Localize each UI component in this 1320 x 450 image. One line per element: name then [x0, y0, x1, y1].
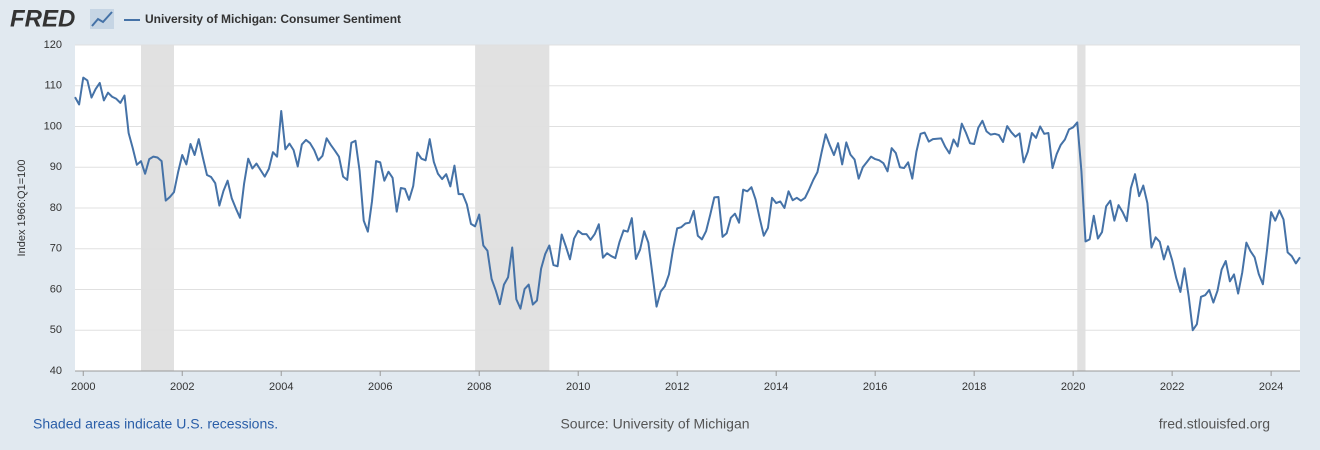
legend-label: University of Michigan: Consumer Sentime…	[145, 12, 401, 26]
x-tick-label: 2006	[368, 381, 392, 393]
x-tick-label: 2018	[962, 381, 986, 393]
y-axis-label: Index 1966:Q1=100	[16, 160, 28, 257]
x-tick-label: 2014	[764, 381, 788, 393]
recession-note[interactable]: Shaded areas indicate U.S. recessions.	[33, 416, 278, 432]
x-tick-label: 2008	[467, 381, 491, 393]
x-tick-label: 2022	[1160, 381, 1184, 393]
y-tick-label: 120	[44, 39, 62, 51]
logo-icon	[90, 9, 114, 29]
y-tick-label: 80	[50, 202, 62, 214]
source: Source: University of Michigan	[560, 416, 749, 432]
x-tick-label: 2004	[269, 381, 293, 393]
y-tick-label: 110	[44, 80, 62, 92]
logo[interactable]: FRED	[10, 5, 75, 32]
y-tick-label: 90	[50, 161, 62, 173]
y-tick-label: 50	[50, 324, 62, 336]
x-tick-label: 2012	[665, 381, 689, 393]
x-tick-label: 2016	[863, 381, 887, 393]
x-tick-label: 2024	[1259, 381, 1283, 393]
x-tick-label: 2010	[566, 381, 590, 393]
y-tick-label: 60	[50, 283, 62, 295]
y-tick-label: 40	[50, 365, 62, 377]
y-tick-label: 100	[44, 120, 62, 132]
y-tick-label: 70	[50, 243, 62, 255]
x-tick-label: 2002	[170, 381, 194, 393]
series-line	[74, 76, 1301, 332]
site[interactable]: fred.stlouisfed.org	[1159, 416, 1270, 432]
x-tick-label: 2020	[1061, 381, 1085, 393]
x-tick-label: 2000	[71, 381, 95, 393]
